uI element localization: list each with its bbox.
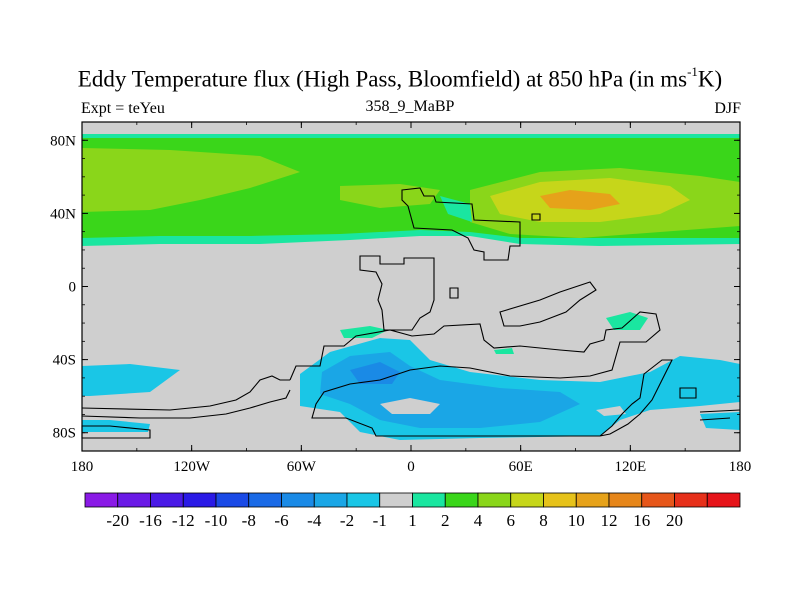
colorbar-label: 1 bbox=[408, 511, 417, 530]
colorbar-swatch bbox=[117, 492, 151, 508]
colorbar-swatch bbox=[477, 492, 512, 508]
colorbar-swatch bbox=[84, 492, 119, 508]
period-label: 358_9_MaBP bbox=[365, 98, 455, 115]
plot-title-exponent: -1 bbox=[687, 64, 698, 79]
field-north-orange bbox=[540, 190, 620, 210]
lon-tick-label: 60E bbox=[509, 459, 533, 475]
colorbar-label: -16 bbox=[139, 511, 162, 530]
lon-tick-label: 120W bbox=[173, 459, 211, 475]
colorbar-label: -1 bbox=[373, 511, 387, 530]
outline-west-margin bbox=[81, 375, 291, 419]
lat-tick-label: 80N bbox=[50, 133, 76, 149]
colorbar-swatch bbox=[575, 492, 610, 508]
colorbar-swatch bbox=[346, 492, 381, 508]
lon-tick-label: 60W bbox=[287, 459, 317, 475]
colorbar-swatch bbox=[444, 492, 479, 508]
colorbar-swatch bbox=[313, 492, 348, 508]
colorbar-label: -8 bbox=[242, 511, 256, 530]
field-south-grey-hole-1 bbox=[380, 398, 440, 414]
season-label: DJF bbox=[714, 100, 741, 117]
field-south-darkblue bbox=[350, 362, 400, 384]
colorbar-labels: -20 -16 -12 -10 -8 -6 -4 -2 -1 1 2 4 6 8 10 12 16 20 bbox=[106, 511, 683, 530]
field-north-yellowgreen bbox=[82, 148, 300, 212]
field-south-east-patch bbox=[700, 412, 740, 430]
lon-tick-label: 120E bbox=[614, 459, 646, 475]
colorbar-swatch bbox=[543, 492, 577, 508]
outline-east-islands bbox=[679, 387, 741, 421]
flux-field bbox=[82, 122, 740, 451]
colorbar-label: 6 bbox=[507, 511, 516, 530]
colorbar-swatch bbox=[608, 492, 643, 508]
colorbar-label: -6 bbox=[274, 511, 288, 530]
experiment-label: Expt = teYeu bbox=[81, 100, 165, 117]
field-south-cyan bbox=[82, 364, 180, 396]
lat-tick-label: 80S bbox=[53, 426, 76, 442]
outline-islet-1 bbox=[449, 287, 459, 299]
colorbar-label: 8 bbox=[539, 511, 548, 530]
colorbar-label: -4 bbox=[307, 511, 322, 530]
field-tropic-patch-1 bbox=[340, 326, 388, 338]
colorbar-swatch bbox=[510, 492, 544, 508]
colorbar-label: 20 bbox=[666, 511, 683, 530]
colorbar-swatch bbox=[281, 492, 315, 508]
colorbar-label: -2 bbox=[340, 511, 354, 530]
field-north-yellowgreen-west2 bbox=[340, 184, 440, 208]
lon-tick-label: 180 bbox=[71, 459, 94, 475]
colorbar-swatch bbox=[150, 492, 184, 508]
colorbar-label: -20 bbox=[106, 511, 129, 530]
colorbar-label: 12 bbox=[601, 511, 618, 530]
colorbar-swatch bbox=[674, 492, 708, 508]
colorbar-swatch bbox=[248, 492, 282, 508]
lon-tick-label: 180 bbox=[729, 459, 752, 475]
outline-north-lake bbox=[531, 213, 541, 221]
field-tropic-patch-3 bbox=[494, 348, 514, 354]
lon-tick-label: 0 bbox=[407, 459, 415, 475]
lat-tick-label: 40S bbox=[53, 353, 76, 369]
colorbar-label: -10 bbox=[205, 511, 228, 530]
colorbar-swatch bbox=[706, 492, 741, 508]
colorbar-label: 4 bbox=[474, 511, 483, 530]
colorbar-swatch bbox=[215, 492, 250, 508]
continent-outlines bbox=[81, 187, 741, 439]
colorbar-swatch bbox=[641, 492, 675, 508]
lat-tick-label: 0 bbox=[69, 280, 77, 296]
plot-title: Eddy Temperature flux (High Pass, Bloomf… bbox=[0, 64, 800, 93]
field-south-west-patch bbox=[82, 420, 150, 432]
colorbar-swatch bbox=[182, 492, 217, 508]
outline-arabia bbox=[499, 281, 597, 327]
latitude-axis: 80N 40N 0 40S 80S bbox=[50, 121, 740, 452]
outline-africa bbox=[359, 255, 435, 331]
colorbar-swatch bbox=[412, 492, 446, 508]
plot-title-suffix: K) bbox=[697, 66, 723, 92]
field-tropic-patch-2 bbox=[606, 312, 648, 330]
longitude-axis: 180 120W 60W 0 60E 120E 180 bbox=[71, 122, 752, 475]
colorbar bbox=[84, 492, 741, 508]
lat-tick-label: 40N bbox=[50, 206, 76, 222]
colorbar-swatch bbox=[379, 492, 413, 508]
field-south-grey-hole-2 bbox=[596, 406, 626, 416]
colorbar-label: 10 bbox=[568, 511, 585, 530]
outline-north-landmass bbox=[401, 187, 521, 261]
plot-title-main: Eddy Temperature flux (High Pass, Bloomf… bbox=[77, 66, 688, 92]
outline-south-continent bbox=[289, 311, 673, 437]
colorbar-label: 16 bbox=[633, 511, 650, 530]
colorbar-label: -12 bbox=[172, 511, 195, 530]
colorbar-label: 2 bbox=[441, 511, 450, 530]
